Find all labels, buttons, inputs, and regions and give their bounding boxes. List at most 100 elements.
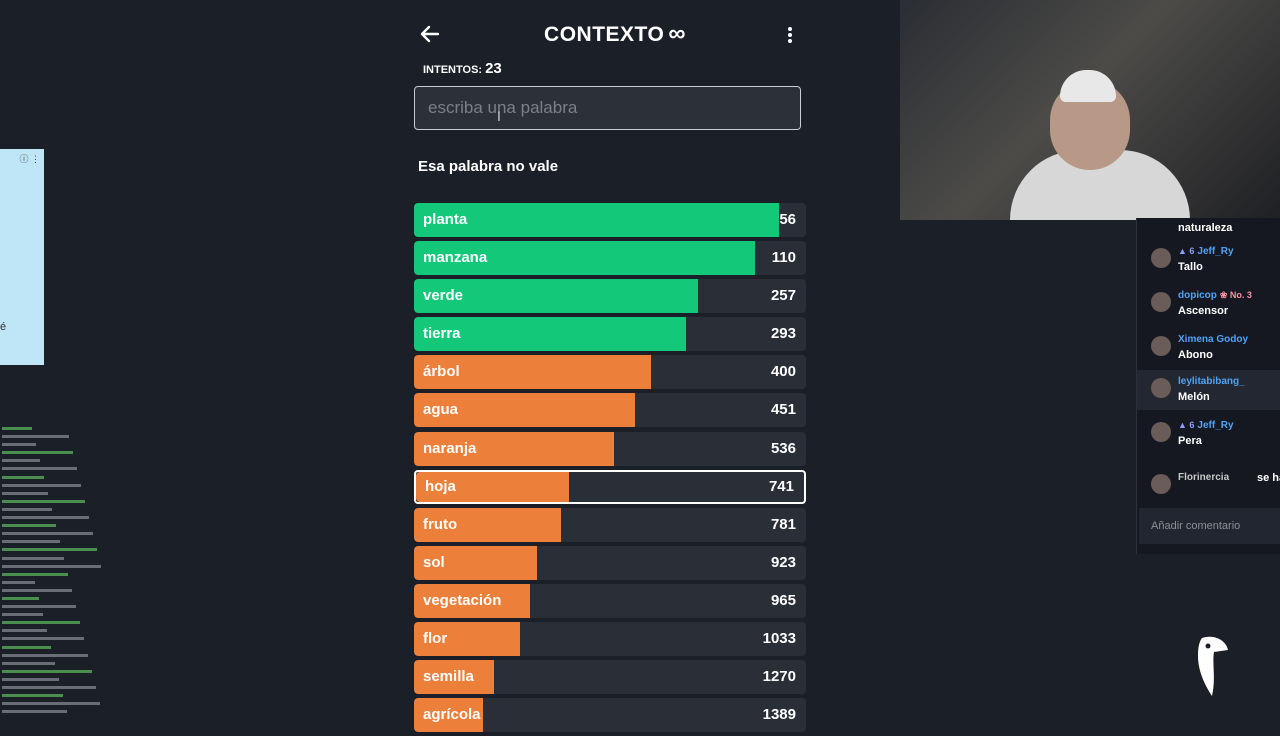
chat-username[interactable]: ▲ 6 Jeff_Ry xyxy=(1178,420,1234,431)
avatar[interactable] xyxy=(1151,422,1171,442)
avatar[interactable] xyxy=(1151,292,1171,312)
chat-message: leylitabibang_ Melón xyxy=(1137,370,1280,410)
mini-chat-line xyxy=(2,604,162,612)
chat-username[interactable]: ▲ 6 Jeff_Ry xyxy=(1178,246,1234,257)
mini-chat-line xyxy=(2,475,162,483)
mini-chat-line xyxy=(2,450,162,458)
attempts-label: INTENTOS: xyxy=(423,64,483,76)
chat-username[interactable]: Ximena Godoy xyxy=(1178,334,1248,345)
chat-message: ▲ 6 Jeff_Ry Tallo xyxy=(1137,240,1280,280)
guess-rank: 56 xyxy=(779,211,796,228)
chat-username[interactable]: Florinercia xyxy=(1178,472,1229,483)
mini-chat-line xyxy=(2,531,162,539)
chat-username[interactable]: dopicop ❀ No. 3 xyxy=(1178,290,1252,301)
guess-rank: 781 xyxy=(770,515,796,533)
mini-chat-line xyxy=(2,669,162,677)
guess-proximity-bar xyxy=(414,393,636,428)
chat-username-text: Jeff_Ry xyxy=(1197,420,1234,431)
chat-message: Ximena Godoy Abono xyxy=(1137,328,1280,368)
guess-row: tierra 293 xyxy=(414,317,806,352)
chat-username-text: dopicop xyxy=(1178,290,1217,301)
guess-proximity-bar xyxy=(414,355,652,390)
side-advertisement[interactable]: ⓘ ⋮ é xyxy=(0,149,44,365)
chat-text: Pera xyxy=(1178,435,1202,447)
mini-chat-line xyxy=(2,709,162,717)
guess-row: sol 923 xyxy=(414,545,806,580)
guess-rank: 1389 xyxy=(762,706,796,724)
guess-rank: 257 xyxy=(770,287,796,305)
text-cursor-icon: I xyxy=(497,108,501,124)
attempts-counter: INTENTOS: 23 xyxy=(423,60,502,77)
guess-rank: 965 xyxy=(770,591,796,609)
more-options-icon[interactable] xyxy=(780,22,800,48)
guess-word: verde xyxy=(423,287,464,305)
status-message: Esa palabra no vale xyxy=(418,158,559,175)
mini-chat-line xyxy=(2,483,162,491)
chat-text: Melón xyxy=(1178,391,1210,403)
guess-word: flor xyxy=(423,630,448,648)
mini-chat-line xyxy=(2,564,162,572)
mini-chat-line xyxy=(2,466,162,474)
chat-message: Florinercia se ha u xyxy=(1137,466,1280,506)
mini-chat-line xyxy=(2,572,162,580)
guess-proximity-bar xyxy=(414,431,614,466)
ad-info-icon[interactable]: ⓘ ⋮ xyxy=(19,154,40,164)
guess-proximity-bar xyxy=(416,471,570,502)
guess-proximity-bar xyxy=(414,660,495,695)
mini-chat-line xyxy=(2,458,162,466)
mini-chat-line xyxy=(2,645,162,653)
mini-chat-line xyxy=(2,588,162,596)
mini-chat-line xyxy=(2,685,162,693)
word-input[interactable] xyxy=(414,86,801,130)
streamer-cap xyxy=(1060,70,1116,102)
back-arrow-icon[interactable] xyxy=(418,22,442,46)
chat-text: Abono xyxy=(1178,349,1213,361)
mini-chat-line xyxy=(2,636,162,644)
guess-proximity-bar xyxy=(414,583,530,618)
guess-list: planta 56 manzana 110 verde 257 tierra 293 árbol… xyxy=(414,203,806,736)
guess-rank: 1033 xyxy=(762,630,796,648)
guess-row-selected: hoja 741 xyxy=(414,469,806,504)
mini-chat-line xyxy=(2,507,162,515)
webcam-feed xyxy=(900,0,1280,220)
mini-chat-line xyxy=(2,523,162,531)
guess-proximity-bar xyxy=(414,622,520,657)
page-title: CONTEXTO ∞ xyxy=(400,20,830,48)
title-text: CONTEXTO xyxy=(544,23,665,46)
guess-row: planta 56 xyxy=(414,203,806,237)
guess-rank: 451 xyxy=(770,401,796,419)
avatar[interactable] xyxy=(1151,336,1171,356)
avatar[interactable] xyxy=(1151,474,1171,494)
mini-chat-line xyxy=(2,693,162,701)
guess-row: vegetación 965 xyxy=(414,583,806,618)
guess-word: tierra xyxy=(423,325,461,343)
guess-row: semilla 1270 xyxy=(414,660,806,695)
avatar[interactable] xyxy=(1151,378,1171,398)
guess-proximity-bar xyxy=(414,545,538,580)
chat-message: ▲ 6 Jeff_Ry Pera xyxy=(1137,414,1280,454)
mini-chat-line xyxy=(2,628,162,636)
mini-chat-line xyxy=(2,580,162,588)
guess-rank: 536 xyxy=(770,439,796,457)
add-comment-input[interactable] xyxy=(1139,508,1280,544)
guess-word: hoja xyxy=(425,477,456,495)
chat-username-text: Florinercia xyxy=(1178,472,1230,483)
chat-text: se ha u xyxy=(1257,472,1280,484)
chat-username-text: Jeff_Ry xyxy=(1197,246,1234,257)
infinity-symbol: ∞ xyxy=(668,20,686,47)
guess-row: flor 1033 xyxy=(414,622,806,657)
mini-chat-line xyxy=(2,539,162,547)
mini-chat-line xyxy=(2,547,162,555)
guess-rank: 400 xyxy=(770,363,796,381)
chat-message: dopicop ❀ No. 3 Ascensor xyxy=(1137,284,1280,324)
mini-chat-line xyxy=(2,677,162,685)
chat-username[interactable]: leylitabibang_ xyxy=(1178,376,1245,387)
guess-proximity-bar xyxy=(414,507,561,542)
guess-word: vegetación xyxy=(423,591,502,609)
guess-row: naranja 536 xyxy=(414,431,806,466)
chat-badge: ▲ 6 xyxy=(1178,246,1195,256)
guess-proximity-bar xyxy=(414,317,687,352)
avatar[interactable] xyxy=(1151,248,1171,268)
chat-badge: ▲ 6 xyxy=(1178,420,1195,430)
guess-row: agrícola 1389 xyxy=(414,698,806,733)
